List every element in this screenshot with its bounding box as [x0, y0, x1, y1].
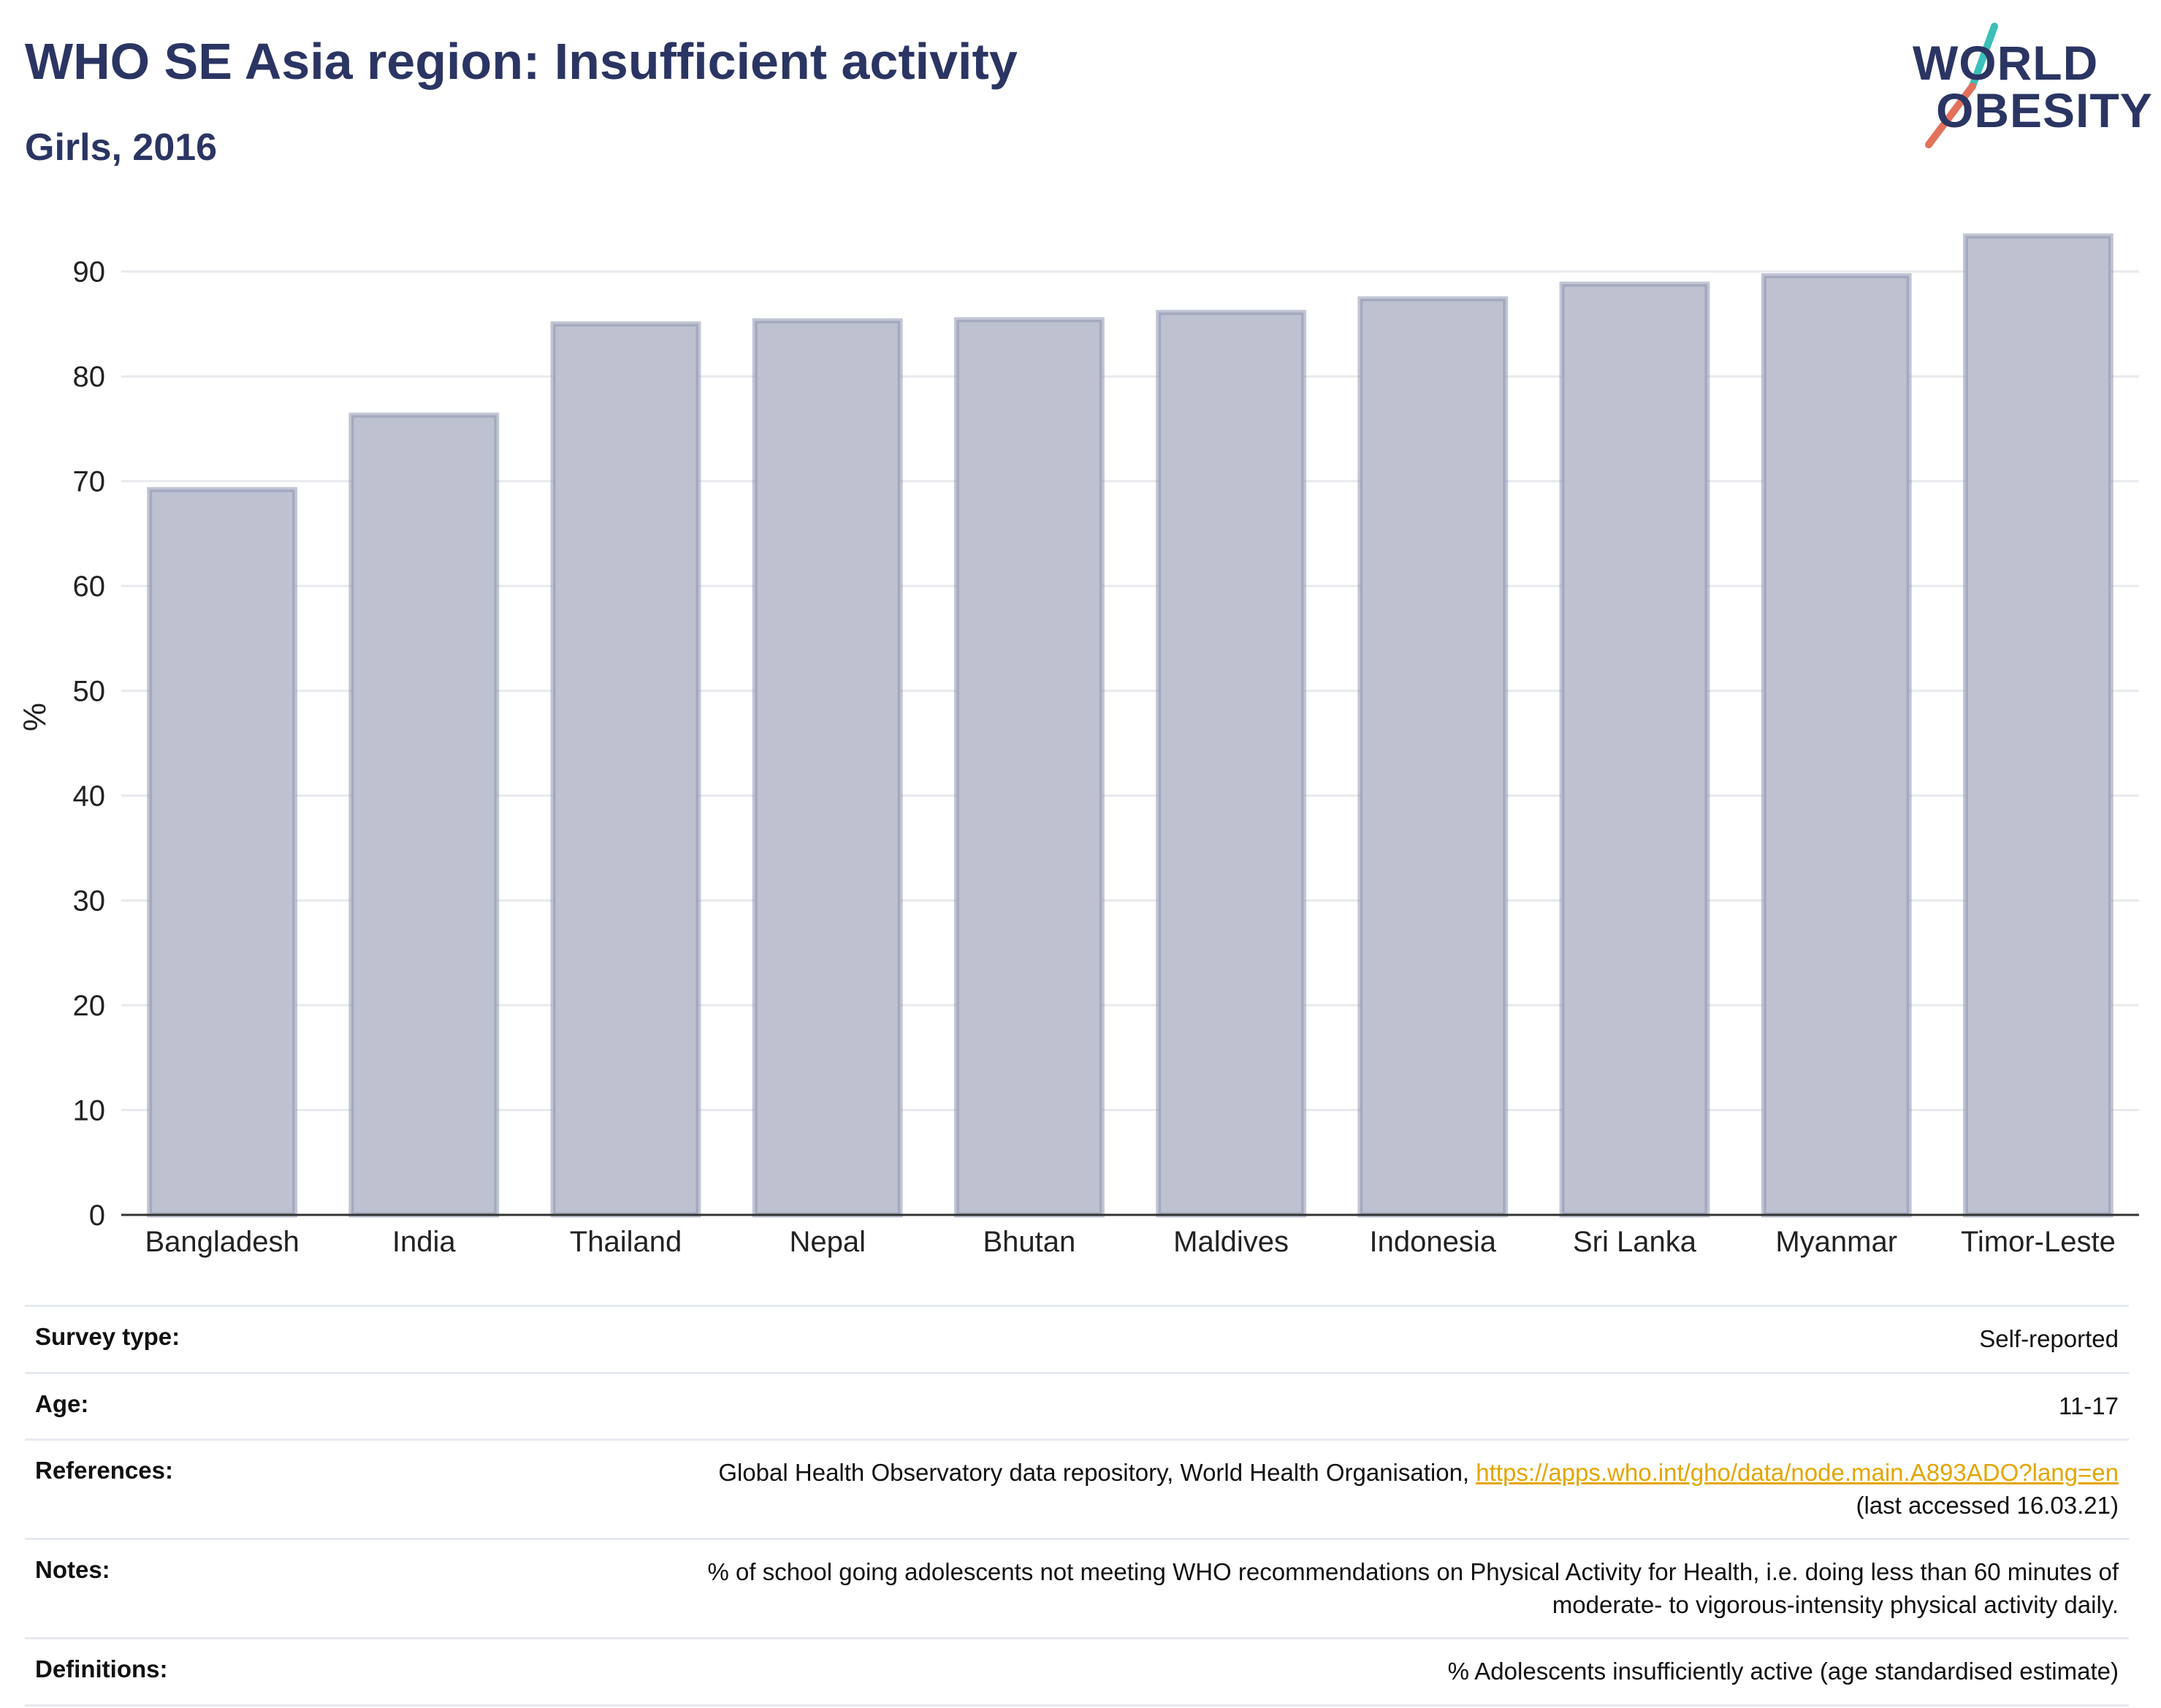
y-tick-label: 10: [73, 1095, 106, 1127]
y-tick-label: 50: [73, 676, 106, 708]
y-axis-label: %: [17, 703, 53, 731]
notes-line-2: moderate- to vigorous-intensity physical…: [1552, 1590, 2119, 1618]
notes-label: Notes:: [35, 1556, 110, 1584]
age-label: Age:: [35, 1389, 89, 1417]
x-tick-label: Indonesia: [1370, 1226, 1497, 1258]
y-tick-label: 90: [73, 256, 106, 289]
x-tick-label: Sri Lanka: [1573, 1226, 1697, 1258]
bar: [1357, 296, 1509, 1218]
definitions-label: Definitions:: [35, 1655, 168, 1683]
bar: [1559, 281, 1710, 1218]
chart-subtitle: Girls, 2016: [25, 126, 218, 169]
references-text: Global Health Observatory data repositor…: [718, 1459, 1476, 1487]
bar: [550, 321, 701, 1218]
references-label: References:: [35, 1457, 173, 1484]
y-axis-ticks: 0 10 20 30 40 50 60 70 80 90: [73, 256, 106, 1232]
logo-word-world: WORLD: [1913, 36, 2099, 90]
references-link[interactable]: https://apps.who.int/gho/data/node.main.…: [1476, 1459, 2119, 1487]
logo-word-obesity: OBESITY: [1936, 83, 2153, 137]
info-table: Survey type: Self-reported Age: 11-17 Re…: [25, 1305, 2129, 1707]
bar: [1761, 272, 1912, 1218]
y-tick-label: 40: [73, 780, 106, 812]
logo-slash-icon: [1925, 23, 1998, 148]
x-tick-label: Bhutan: [983, 1226, 1076, 1258]
x-tick-label: Bangladesh: [145, 1226, 299, 1258]
y-tick-label: 80: [73, 361, 106, 393]
x-tick-label: Timor-Leste: [1961, 1226, 2116, 1258]
bars: [147, 233, 2114, 1218]
world-obesity-logo: WORLD OBESITY: [1907, 20, 2152, 152]
definitions-value: % Adolescents insufficiently active (age…: [1447, 1658, 2119, 1685]
bar: [147, 487, 298, 1218]
x-tick-label: Maldives: [1173, 1226, 1289, 1258]
references-suffix: (last accessed 16.03.21): [1856, 1491, 2119, 1519]
y-tick-label: 20: [73, 990, 106, 1022]
notes-row: Notes: % of school going adolescents not…: [25, 1538, 2129, 1637]
definitions-row: Definitions: % Adolescents insufficientl…: [25, 1637, 2129, 1707]
x-tick-label: Thailand: [570, 1226, 682, 1258]
x-tick-label: Nepal: [789, 1226, 866, 1258]
references-value: Global Health Observatory data repositor…: [718, 1457, 2119, 1522]
bar: [752, 318, 903, 1218]
x-tick-label: Myanmar: [1775, 1226, 1897, 1258]
survey-type-label: Survey type:: [35, 1323, 180, 1350]
survey-type-row: Survey type: Self-reported: [25, 1305, 2129, 1372]
notes-value: % of school going adolescents not meetin…: [708, 1556, 2119, 1621]
bar: [1156, 310, 1307, 1218]
age-value: 11-17: [2059, 1392, 2119, 1419]
references-row: References: Global Health Observatory da…: [25, 1438, 2129, 1538]
y-tick-label: 70: [73, 466, 106, 498]
survey-type-value: Self-reported: [1979, 1325, 2119, 1352]
bar: [348, 412, 500, 1218]
bar-chart: 0 10 20 30 40 50 60 70 80 90 Bangladesh India Thail…: [17, 233, 2139, 1258]
y-tick-label: 60: [73, 571, 106, 603]
y-tick-label: 0: [89, 1200, 105, 1232]
y-tick-label: 30: [73, 885, 106, 918]
chart-title: WHO SE Asia region: Insufficient activit…: [25, 33, 1018, 90]
age-row: Age: 11-17: [25, 1371, 2129, 1439]
bar: [953, 317, 1105, 1218]
x-axis-ticks: Bangladesh India Thailand Nepal Bhutan Maldiv…: [145, 1226, 2115, 1258]
bar: [1962, 233, 2114, 1218]
notes-line-1: % of school going adolescents not meetin…: [707, 1558, 2119, 1586]
x-tick-label: India: [392, 1226, 456, 1258]
